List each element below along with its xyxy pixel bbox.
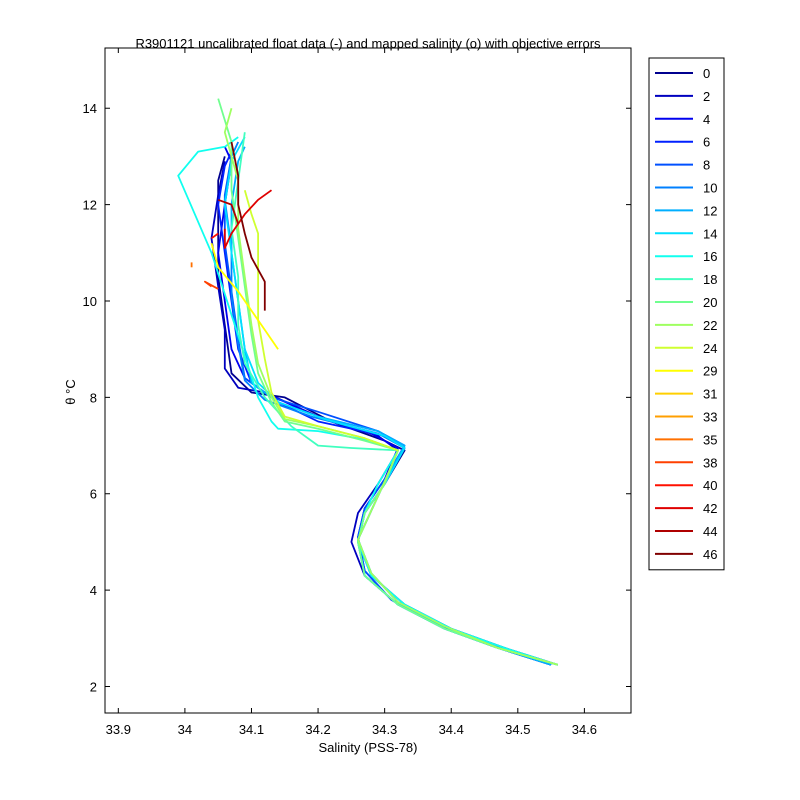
series-line-24: [243, 189, 399, 452]
legend-entry-12: 12: [655, 203, 717, 218]
legend-entry-40: 40: [655, 478, 717, 493]
legend-label: 10: [703, 181, 717, 196]
legend-label: 16: [703, 249, 717, 264]
legend-label: 38: [703, 455, 717, 470]
series-line-20: [217, 98, 559, 666]
x-axis: 33.9 34 34.1 34.2 34.3 34.4 34.5 34.6: [106, 48, 597, 737]
legend-label: 4: [703, 112, 710, 127]
y-tick-label: 8: [90, 390, 97, 405]
legend-entry-14: 14: [655, 226, 717, 241]
y-tick-label: 4: [90, 583, 97, 598]
legend-label: 0: [703, 66, 710, 81]
y-axis: 2 4 6 8 10 12 14: [83, 101, 631, 694]
legend-label: 31: [703, 387, 717, 402]
plot-frame: [104, 47, 632, 714]
x-tick-label: 34.5: [505, 722, 530, 737]
x-tick-label: 34.4: [439, 722, 464, 737]
y-tick-label: 14: [83, 101, 97, 116]
legend-entry-35: 35: [655, 432, 717, 447]
series-line-46: [230, 141, 266, 311]
legend-label: 35: [703, 432, 717, 447]
x-tick-label: 34.1: [239, 722, 264, 737]
legend-label: 29: [703, 364, 717, 379]
legend-entry-0: 0: [655, 66, 710, 81]
series-line-0: [217, 156, 559, 666]
legend-label: 24: [703, 341, 717, 356]
legend-label: 22: [703, 318, 717, 333]
series-line-18: [230, 132, 559, 666]
legend-label: 42: [703, 501, 717, 516]
legend-label: 14: [703, 226, 717, 241]
series-line-29: [210, 242, 279, 350]
x-tick-label: 34.6: [572, 722, 597, 737]
legend-label: 20: [703, 295, 717, 310]
legend-entry-46: 46: [655, 547, 717, 562]
legend-entry-22: 22: [655, 318, 717, 333]
chart-title: R3901121 uncalibrated float data (-) and…: [135, 36, 601, 51]
legend-label: 44: [703, 524, 717, 539]
legend-entry-6: 6: [655, 135, 710, 150]
series-layer: [177, 98, 559, 666]
series-line-38: [203, 280, 219, 290]
legend-entry-18: 18: [655, 272, 717, 287]
series-line-44: [217, 198, 240, 225]
legend-entry-33: 33: [655, 410, 717, 425]
legend-label: 6: [703, 135, 710, 150]
legend-entry-8: 8: [655, 158, 710, 173]
legend-label: 40: [703, 478, 717, 493]
series-line-8: [223, 156, 552, 666]
legend-label: 2: [703, 89, 710, 104]
series-line-6: [217, 151, 559, 666]
legend-label: 46: [703, 547, 717, 562]
y-axis-label: θ °C: [63, 379, 78, 404]
legend-label: 33: [703, 410, 717, 425]
legend-label: 18: [703, 272, 717, 287]
x-tick-label: 34: [178, 722, 192, 737]
x-axis-label: Salinity (PSS-78): [319, 740, 418, 755]
legend-entry-2: 2: [655, 89, 710, 104]
y-tick-label: 12: [83, 198, 97, 213]
y-tick-label: 10: [83, 294, 97, 309]
legend-entry-10: 10: [655, 181, 717, 196]
legend-entry-44: 44: [655, 524, 717, 539]
legend-entry-16: 16: [655, 249, 717, 264]
x-tick-label: 33.9: [106, 722, 131, 737]
legend-label: 8: [703, 158, 710, 173]
legend-entry-29: 29: [655, 364, 717, 379]
legend-entry-38: 38: [655, 455, 717, 470]
series-line-14: [223, 136, 559, 666]
x-tick-label: 34.3: [372, 722, 397, 737]
x-tick-label: 34.2: [305, 722, 330, 737]
legend-entry-4: 4: [655, 112, 710, 127]
legend-entry-20: 20: [655, 295, 717, 310]
y-tick-label: 6: [90, 487, 97, 502]
legend-entry-42: 42: [655, 501, 717, 516]
legend-entry-24: 24: [655, 341, 717, 356]
y-tick-label: 2: [90, 679, 97, 694]
legend-label: 12: [703, 203, 717, 218]
series-line-22: [223, 107, 559, 666]
legend-entry-31: 31: [655, 387, 717, 402]
series-line-40: [210, 232, 219, 240]
